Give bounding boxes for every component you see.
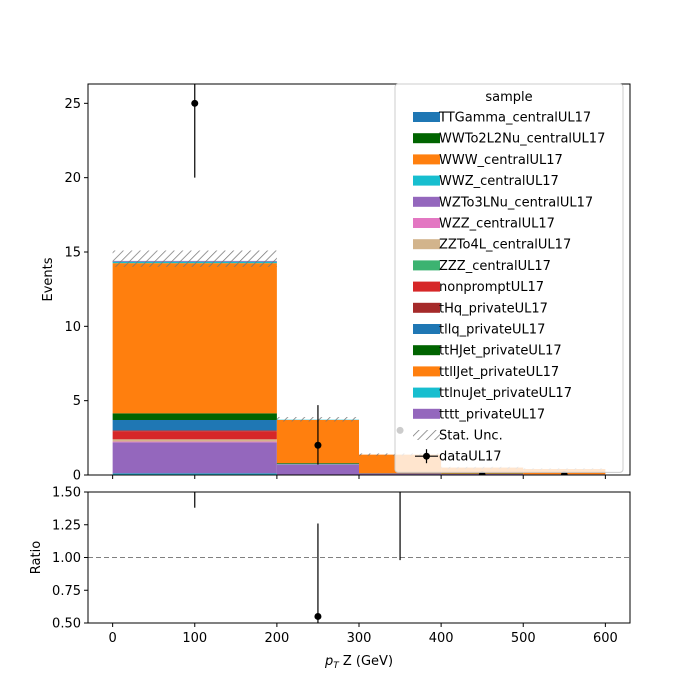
legend-box xyxy=(394,83,624,473)
legend-label: tHq_privateUL17 xyxy=(439,301,548,316)
x-tick-label: 100 xyxy=(182,631,207,646)
legend-swatch xyxy=(413,387,440,398)
data-point xyxy=(314,441,322,449)
legend-swatch xyxy=(413,345,440,356)
legend-label: nonpromptUL17 xyxy=(439,280,544,295)
y-tick-label: 0 xyxy=(73,469,81,484)
legend-swatch-hatch xyxy=(413,430,440,440)
y-tick-label: 1.50 xyxy=(52,486,81,501)
ratio-x-axis-label: pT Z (GeV) xyxy=(324,654,393,671)
x-tick-label: 0 xyxy=(108,631,116,646)
y-tick-label: 10 xyxy=(64,320,81,335)
legend-label: WWW_centralUL17 xyxy=(439,153,563,168)
bar-segment xyxy=(112,430,277,432)
main-y-ticks: 0 5 10 15 20 25 xyxy=(64,97,88,484)
legend-swatch xyxy=(413,133,440,144)
legend-swatch xyxy=(413,239,440,250)
legend-label: WWTo2L2Nu_centralUL17 xyxy=(439,132,605,147)
legend-swatch xyxy=(413,112,440,122)
legend-label: ZZTo4L_centralUL17 xyxy=(439,238,571,253)
bar-segment xyxy=(112,263,277,414)
x-tick-label: 400 xyxy=(429,631,454,646)
legend-label: TTGamma_centralUL17 xyxy=(438,111,591,126)
bar-segment xyxy=(112,441,277,443)
ratio-panel: 0.50 0.75 1.00 1.25 1.50 0 100 200 300 400 500 600… xyxy=(29,486,631,671)
legend-swatch xyxy=(413,196,440,207)
x-tick-label: 300 xyxy=(347,631,372,646)
legend-label: tttt_privateUL17 xyxy=(439,407,545,422)
legend-label: Stat. Unc. xyxy=(439,429,503,444)
bar-segment xyxy=(112,473,277,475)
legend-swatch xyxy=(413,324,440,334)
legend-label: ZZZ_centralUL17 xyxy=(439,259,551,274)
y-tick-label: 1.25 xyxy=(52,518,81,533)
y-tick-label: 15 xyxy=(64,245,81,260)
legend-swatch xyxy=(413,302,440,313)
legend-swatch xyxy=(413,408,440,419)
ratio-y-axis-label: Ratio xyxy=(29,541,44,574)
legend-swatch xyxy=(413,366,440,377)
legend-swatch xyxy=(413,281,440,292)
x-tick-label: 200 xyxy=(264,631,289,646)
legend-swatch xyxy=(413,218,440,228)
legend-swatch xyxy=(413,260,440,271)
x-tick-label: 600 xyxy=(593,631,618,646)
ratio-point xyxy=(314,612,322,620)
bar-segment xyxy=(112,413,277,420)
bar-segment xyxy=(112,442,277,474)
bar-segment xyxy=(276,464,359,475)
y-tick-label: 1.00 xyxy=(52,551,81,566)
bar-segment xyxy=(112,431,277,440)
bar-segment xyxy=(112,439,277,442)
data-point xyxy=(191,99,199,107)
legend-label: dataUL17 xyxy=(439,450,502,465)
legend-label: ttlnuJet_privateUL17 xyxy=(439,386,572,401)
legend-label: WZZ_centralUL17 xyxy=(439,217,555,232)
legend: sample TTGamma_centralUL17 WWTo2L2Nu_centr… xyxy=(394,83,624,473)
legend-label: WZTo3LNu_centralUL17 xyxy=(439,195,593,210)
main-x-ticks xyxy=(112,475,606,479)
legend-marker-dot xyxy=(423,452,430,460)
y-tick-label: 5 xyxy=(73,394,81,409)
main-panel: 0 5 10 15 20 25 Events xyxy=(41,83,631,484)
x-tick-label: 500 xyxy=(511,631,536,646)
ratio-x-ticks: 0 100 200 300 400 500 600 xyxy=(108,623,618,646)
legend-label: ttHJet_privateUL17 xyxy=(439,344,562,359)
y-tick-label: 20 xyxy=(64,171,81,186)
ratio-y-ticks: 0.50 0.75 1.00 1.25 1.50 xyxy=(52,486,88,632)
stat-unc-band-segment xyxy=(112,250,277,267)
main-y-axis-label: Events xyxy=(41,257,56,301)
bar-segment xyxy=(112,419,277,431)
y-tick-label: 25 xyxy=(64,97,81,112)
y-tick-label: 0.75 xyxy=(52,584,81,599)
legend-title: sample xyxy=(485,90,532,105)
legend-label: WWZ_centralUL17 xyxy=(439,174,559,189)
y-tick-label: 0.50 xyxy=(52,617,81,632)
legend-swatch xyxy=(413,175,440,186)
bar-segment xyxy=(359,473,442,475)
legend-label: ttllJet_privateUL17 xyxy=(439,365,559,380)
legend-label: tllq_privateUL17 xyxy=(439,323,545,338)
legend-swatch xyxy=(413,154,440,165)
